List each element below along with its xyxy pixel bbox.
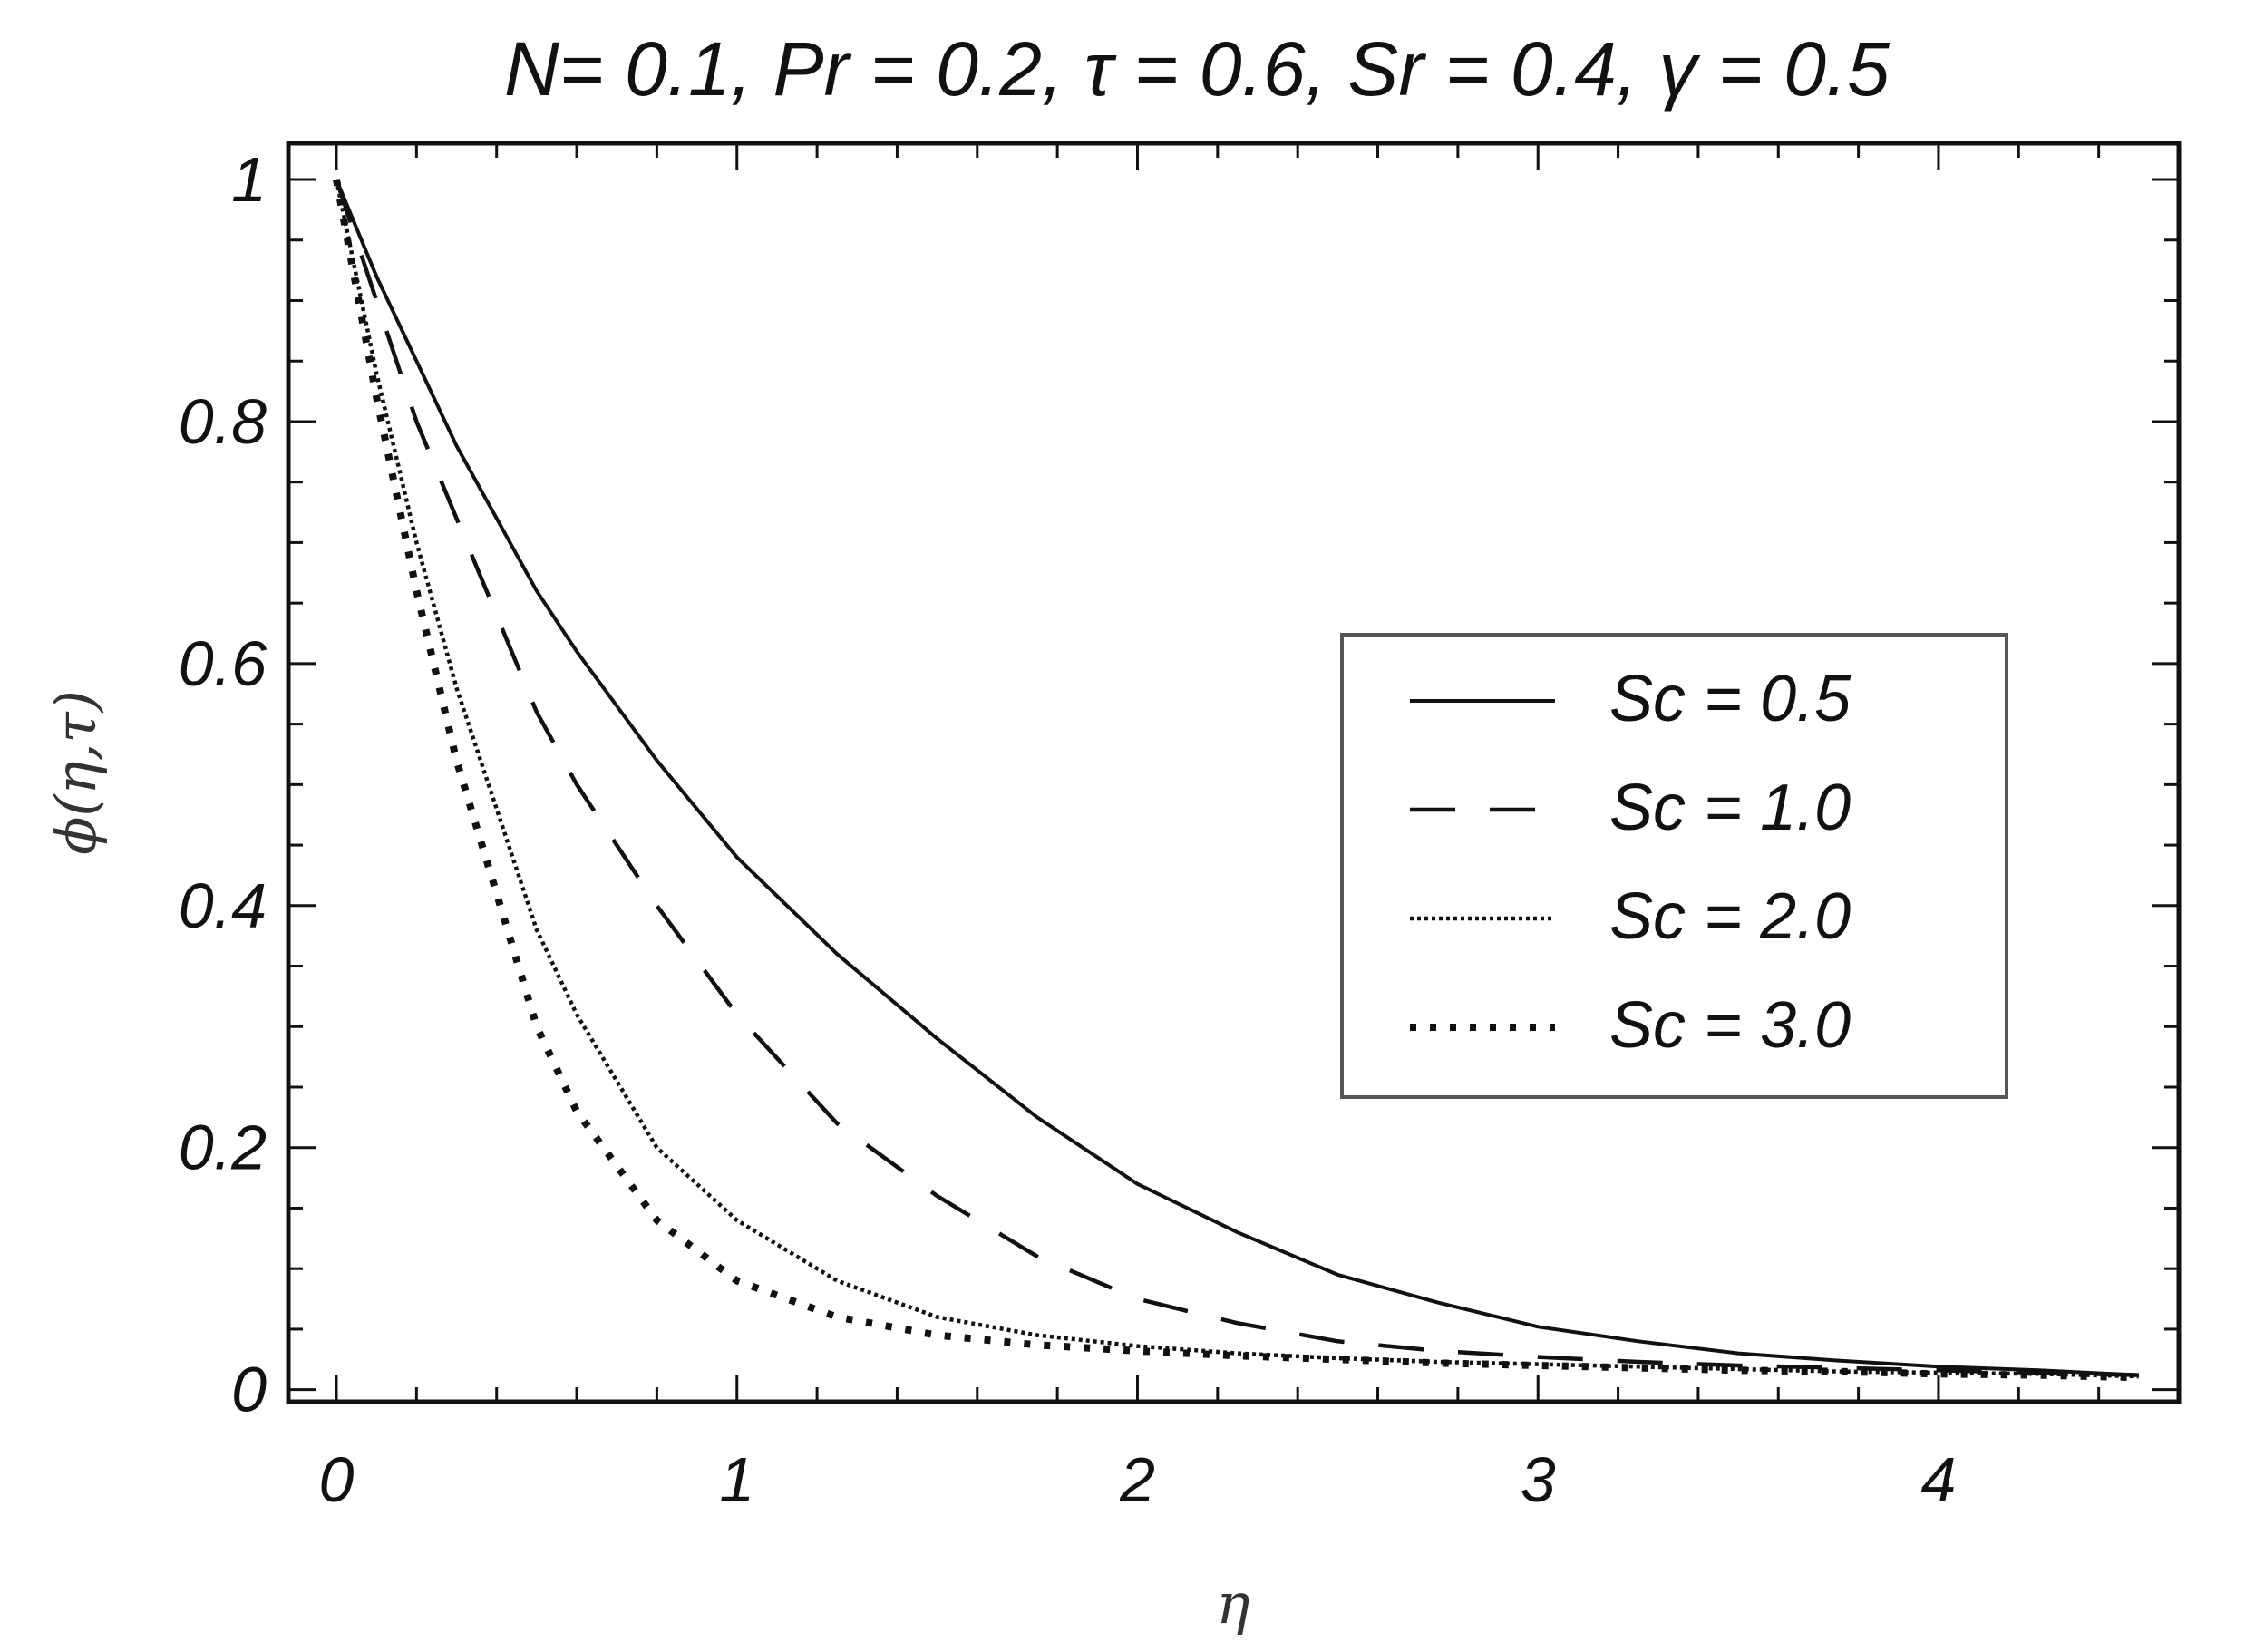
series-lines [333,179,2139,1382]
y-tick-label: 0.6 [179,628,267,699]
series-line-3 [334,179,2139,1379]
x-axis-label: η [1216,1570,1249,1637]
x-tick-label: 0 [319,1444,355,1515]
legend-label: Sc = 3.0 [1609,989,1851,1062]
legend-label: Sc = 0.5 [1609,663,1852,735]
x-tick-label: 4 [1920,1444,1956,1515]
y-tick-label: 0.4 [179,870,267,941]
tick-labels: 0 1 2 3 4 0 0.2 0.4 0.6 0.8 1 [179,144,1957,1515]
series-line-1 [335,179,2139,1377]
axis-ticks [288,143,2179,1402]
legend-box [1340,633,2008,1099]
y-axis-label: ϕ(η,τ) [43,690,109,855]
x-tick-label: 3 [1521,1444,1556,1515]
x-tick-label: 2 [1119,1444,1155,1515]
y-tick-label: 0 [231,1355,267,1425]
y-tick-label: 0.8 [179,386,267,457]
x-tick-label: 1 [719,1444,754,1515]
series-line-2 [334,179,2139,1377]
legend-label: Sc = 1.0 [1609,772,1851,844]
chart-title: N= 0.1, Pr = 0.2, τ = 0.6, Sr = 0.4, γ =… [504,26,1890,112]
legend-label: Sc = 2.0 [1609,880,1851,953]
y-tick-label: 0.2 [179,1113,267,1183]
legend: Sc = 0.5 Sc = 1.0 Sc = 2.0 Sc = 3.0 [1340,633,2008,1099]
y-tick-label: 1 [231,144,267,215]
